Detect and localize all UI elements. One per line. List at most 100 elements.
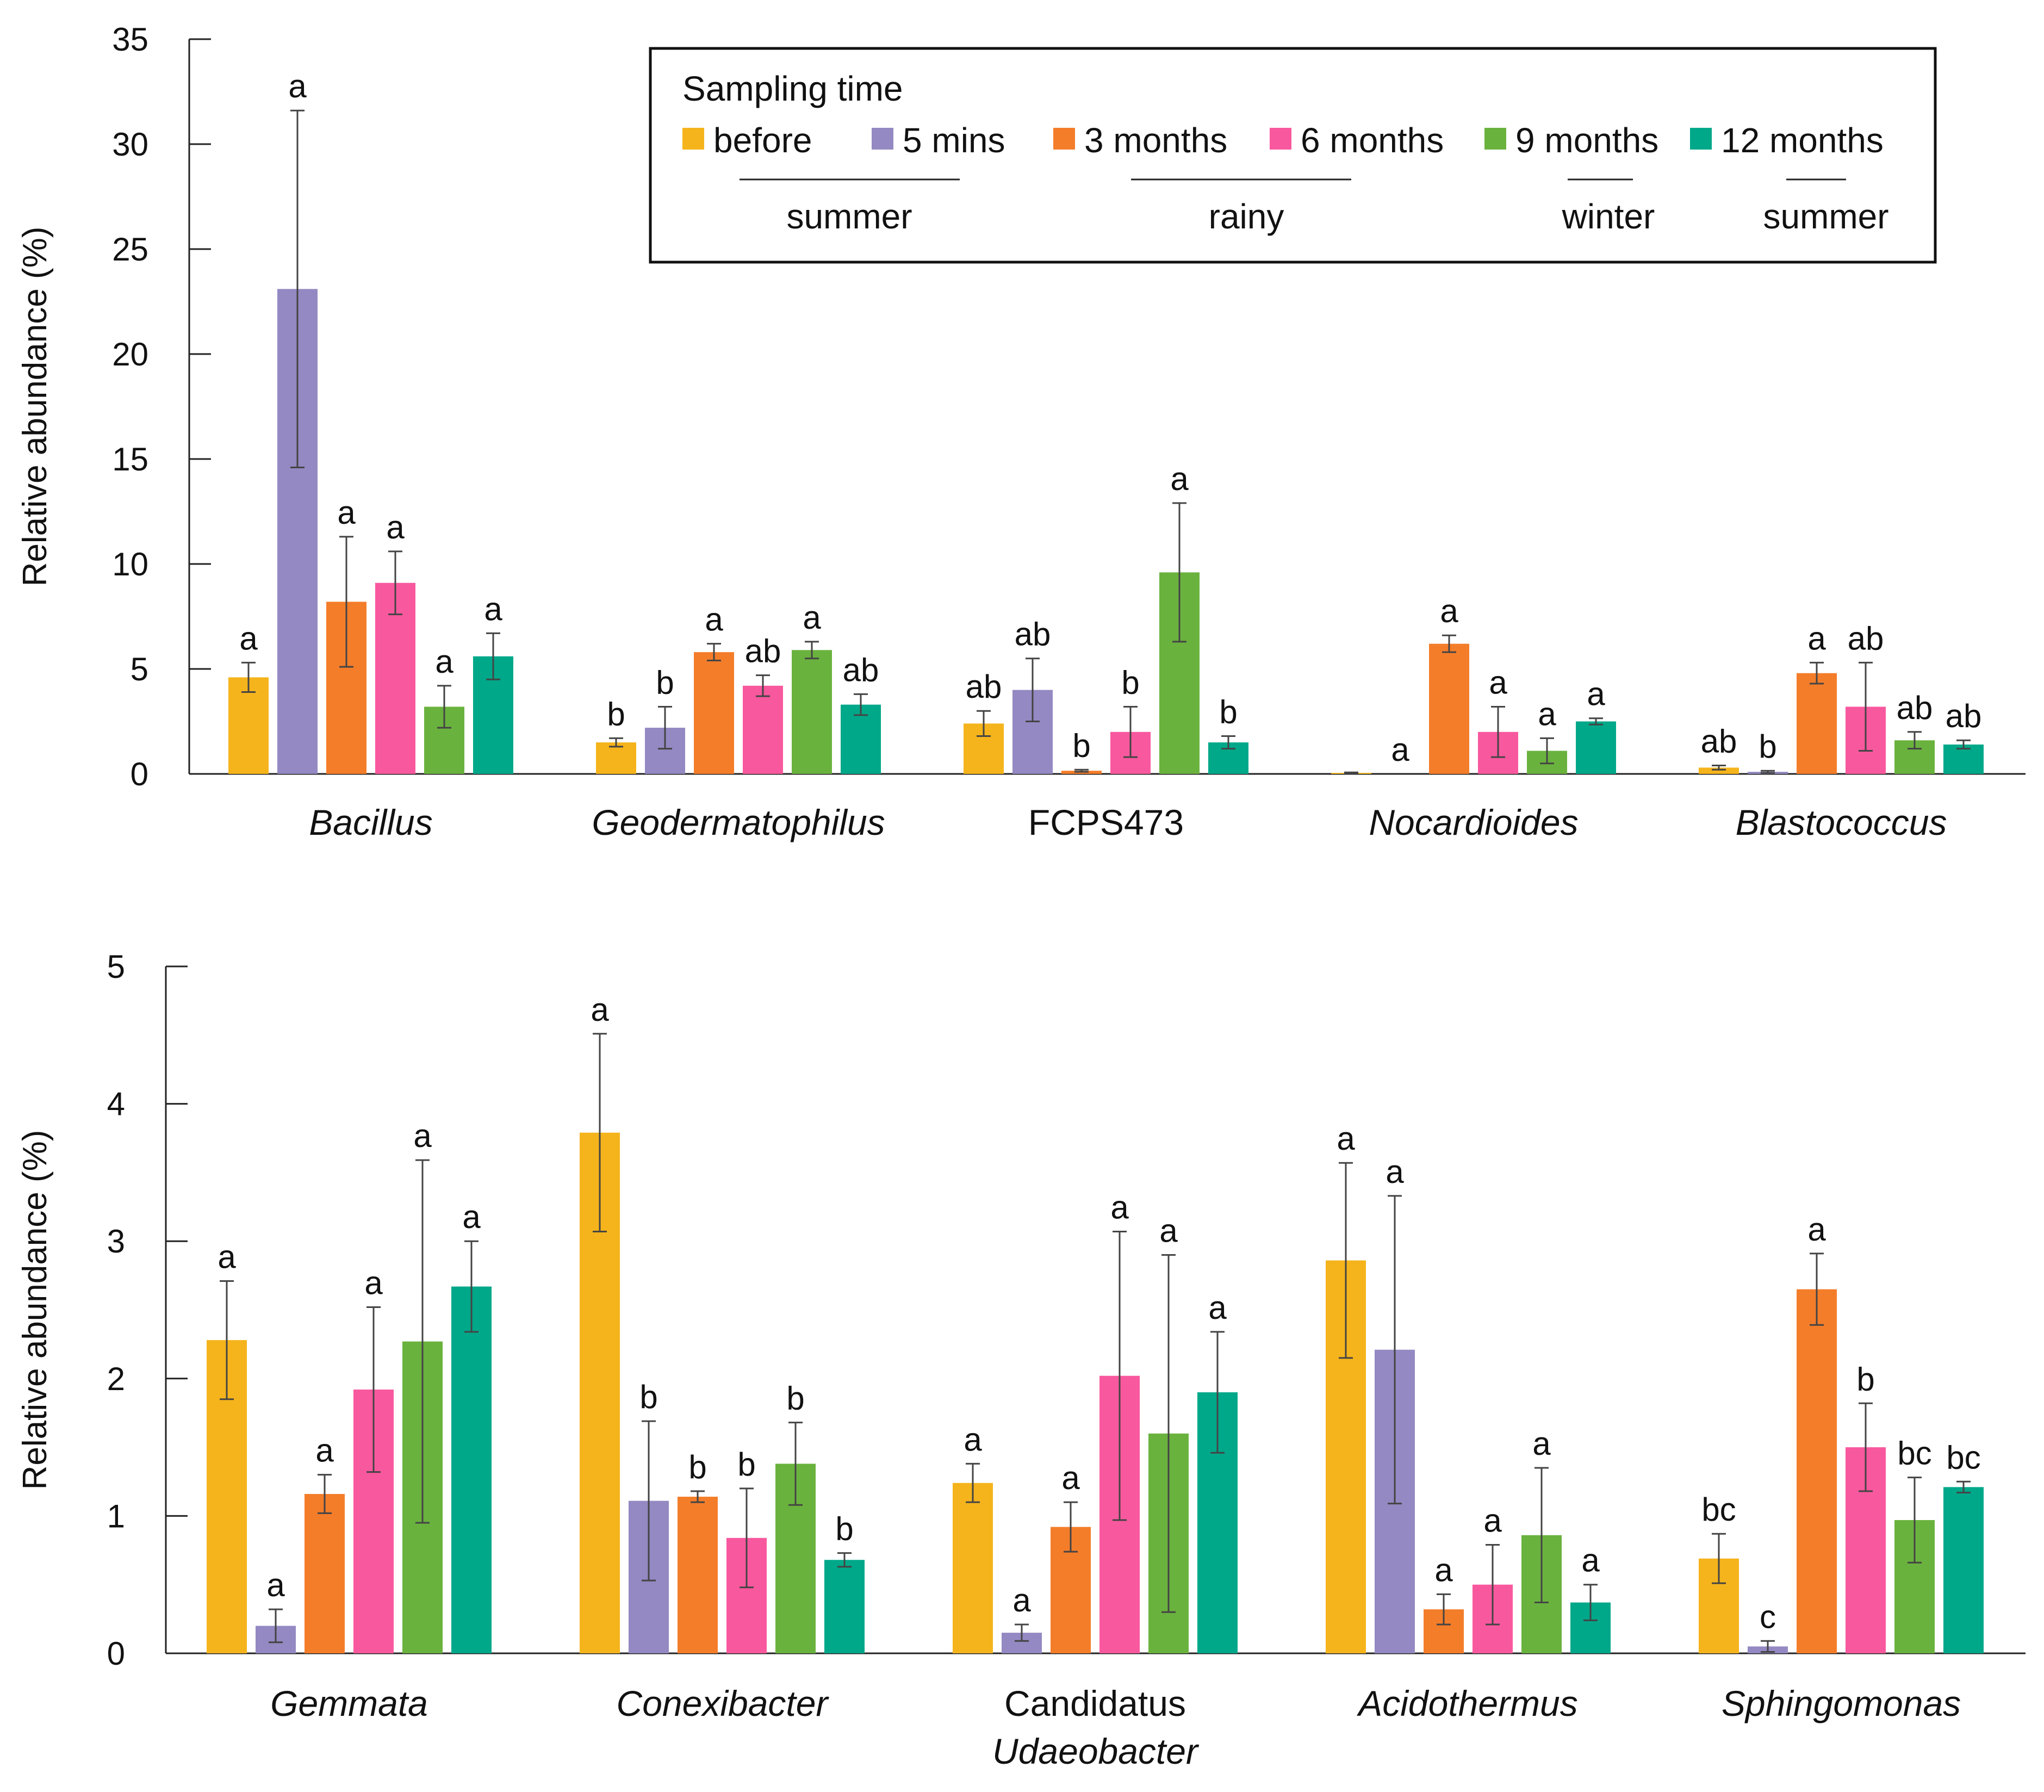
y-tick-label: 25 <box>112 231 148 268</box>
legend-swatch-3-months <box>1053 128 1075 150</box>
legend-label-12-months: 12 months <box>1721 121 1884 160</box>
y-tick-label: 15 <box>112 441 148 478</box>
significance-letter: ab <box>843 652 879 688</box>
significance-letter: a <box>288 68 307 104</box>
legend-label-9-months: 9 months <box>1515 121 1658 160</box>
significance-letter: b <box>639 1379 657 1415</box>
y-tick-label: 20 <box>112 336 148 373</box>
y-tick-label: 35 <box>112 21 148 58</box>
bar-conexibacter-3-months <box>678 1497 718 1653</box>
significance-letter: ab <box>1848 620 1884 656</box>
significance-letter: ab <box>1946 698 1982 734</box>
significance-letter: a <box>803 599 821 636</box>
significance-letter: bc <box>1897 1435 1931 1472</box>
bar-geodermatophilus-before <box>596 742 636 774</box>
legend-swatch-5-mins <box>872 128 893 150</box>
significance-letter: ab <box>745 633 781 669</box>
legend-swatch-6-months <box>1270 128 1291 150</box>
significance-letter: a <box>435 643 453 680</box>
significance-letter: a <box>1110 1189 1129 1226</box>
y-axis-title: Relative abundance (%) <box>16 1130 54 1490</box>
significance-letter: a <box>964 1421 982 1458</box>
bar-geodermatophilus-3-months <box>694 652 734 774</box>
significance-letter: a <box>239 620 258 656</box>
significance-letter: a <box>413 1118 432 1154</box>
significance-letter: b <box>1121 664 1139 700</box>
significance-letter: a <box>218 1238 236 1275</box>
y-tick-label: 1 <box>107 1498 125 1534</box>
y-tick-label: 0 <box>131 756 148 792</box>
significance-letter: a <box>1391 731 1409 768</box>
legend-label-before: before <box>713 121 812 160</box>
category-label: Geodermatophilus <box>592 802 885 842</box>
y-tick-label: 10 <box>112 546 148 582</box>
bar-blastococcus-before <box>1699 767 1739 774</box>
significance-letter: a <box>1061 1460 1080 1496</box>
significance-letter: a <box>1538 696 1556 732</box>
significance-letter: a <box>1581 1542 1600 1579</box>
bar-gemmata-3-months <box>305 1493 345 1653</box>
bar-nocardioides-3-months <box>1429 643 1469 774</box>
significance-letter: a <box>1159 1212 1178 1249</box>
legend-label-5-mins: 5 mins <box>903 121 1005 160</box>
season-label-winter: winter <box>1562 197 1655 236</box>
y-tick-label: 5 <box>107 948 125 985</box>
bar-conexibacter-12-months <box>824 1560 865 1653</box>
significance-letter: b <box>656 664 674 700</box>
category-label: Gemmata <box>270 1683 428 1723</box>
significance-letter: a <box>1440 593 1458 629</box>
y-tick-label: 5 <box>131 651 148 687</box>
significance-letter: a <box>1386 1154 1404 1190</box>
significance-letter: b <box>786 1380 804 1417</box>
season-label-summer: summer <box>786 197 912 236</box>
significance-letter: a <box>1170 461 1189 497</box>
significance-letter: a <box>1434 1552 1453 1588</box>
category-label: Nocardioides <box>1369 802 1578 842</box>
category-label: Candidatus <box>1004 1683 1186 1723</box>
category-label: Sphingomonas <box>1722 1683 1961 1723</box>
legend: Sampling time before 5 mins 3 months 6 month… <box>649 47 1937 264</box>
bar-gemmata-12-months <box>451 1286 492 1653</box>
legend-box <box>649 47 1937 264</box>
bar-geodermatophilus-12-months <box>841 704 881 774</box>
category-label: Blastococcus <box>1736 802 1947 842</box>
significance-letter: a <box>1337 1120 1355 1157</box>
significance-letter: a <box>591 991 609 1028</box>
bar-candidatus-udaeobacter-before <box>953 1483 993 1653</box>
legend-swatch-9-months <box>1484 128 1506 150</box>
y-tick-label: 30 <box>112 126 148 163</box>
significance-letter: b <box>1856 1361 1874 1397</box>
bar-sphingomonas-12-months <box>1943 1487 1984 1653</box>
y-tick-label: 2 <box>107 1361 125 1397</box>
season-label-summer: summer <box>1763 197 1888 236</box>
significance-letter: ab <box>1701 723 1737 760</box>
bar-geodermatophilus-9-months <box>792 650 832 774</box>
y-tick-label: 3 <box>107 1223 125 1260</box>
significance-letter: a <box>1489 664 1507 700</box>
category-label: Bacillus <box>309 802 432 842</box>
significance-letter: b <box>688 1449 706 1485</box>
significance-letter: a <box>1483 1502 1502 1539</box>
y-tick-label: 0 <box>107 1635 125 1672</box>
bar-nocardioides-12-months <box>1576 721 1616 774</box>
significance-letter: bc <box>1701 1491 1736 1528</box>
category-label: Udaeobacter <box>992 1731 1200 1771</box>
significance-letter: a <box>386 509 405 545</box>
significance-letter: b <box>835 1511 853 1547</box>
significance-letter: b <box>1072 727 1090 764</box>
significance-letter: ab <box>1015 616 1051 653</box>
category-label: Acidothermus <box>1356 1683 1578 1723</box>
significance-letter: a <box>1208 1289 1227 1326</box>
significance-letter: b <box>607 696 625 732</box>
legend-swatch-12-months <box>1690 128 1712 150</box>
legend-title: Sampling time <box>682 69 903 108</box>
significance-letter: a <box>1587 676 1605 712</box>
significance-letter: a <box>315 1433 334 1469</box>
category-label: FCPS473 <box>1028 802 1184 842</box>
season-label-rainy: rainy <box>1209 197 1284 236</box>
y-tick-label: 4 <box>107 1086 125 1123</box>
y-axis-title: Relative abundance (%) <box>16 227 54 587</box>
significance-letter: a <box>1012 1582 1031 1619</box>
